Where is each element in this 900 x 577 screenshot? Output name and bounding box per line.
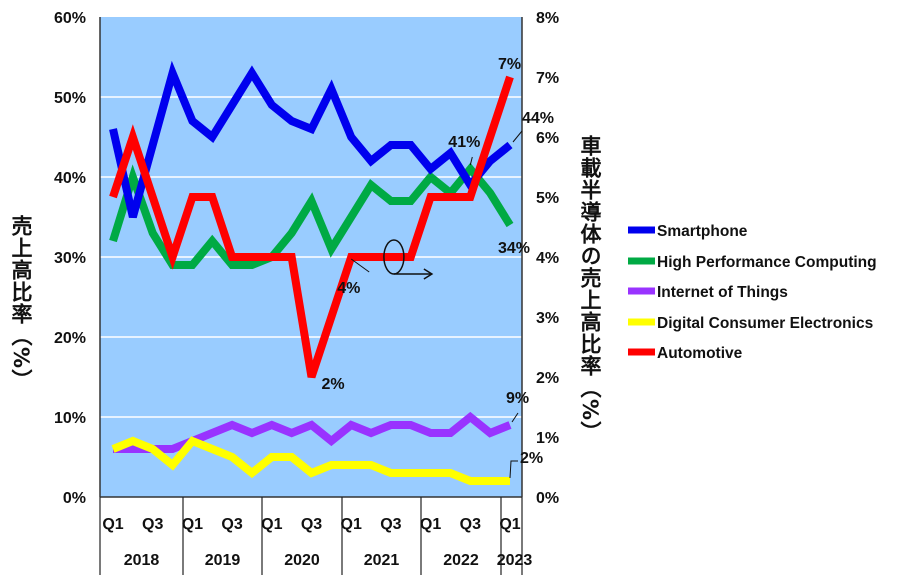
y2-tick-label: 6%: [536, 130, 559, 147]
annotation-leader: [512, 130, 523, 143]
series-line-digital-consumer-electronics: [111, 436, 510, 485]
arrow-head-icon: [423, 268, 434, 280]
year-label: 2020: [284, 552, 320, 569]
legend-item: Smartphone: [628, 223, 748, 240]
legend-label: Automotive: [657, 345, 743, 362]
legend-item: Automotive: [628, 345, 743, 362]
x-tick-label: Q3: [142, 516, 163, 533]
x-tick-label: Q3: [301, 516, 322, 533]
y2-tick-label: 8%: [536, 10, 559, 27]
legend-item: High Performance Computing: [628, 254, 877, 271]
data-label: 2%: [520, 450, 543, 467]
annotation-leader: [469, 156, 473, 166]
y-tick-label: 40%: [54, 170, 86, 187]
y-tick-label: 10%: [54, 410, 86, 427]
series-line-high-performance-computing: [109, 162, 514, 269]
annotation-leader: [509, 460, 518, 479]
data-label: 2%: [322, 376, 345, 393]
legend-item: Internet of Things: [628, 284, 788, 301]
year-label: 2018: [124, 552, 160, 569]
series-line-automotive: [109, 75, 514, 379]
y-tick-label: 0%: [63, 490, 86, 507]
series-line-smartphone: [109, 60, 513, 219]
y2-tick-label: 7%: [536, 70, 559, 87]
annotation-leader: [511, 412, 519, 423]
y2-tick-label: 3%: [536, 310, 559, 327]
legend-item: Digital Consumer Electronics: [628, 315, 873, 332]
data-label: 7%: [498, 56, 521, 73]
x-tick-label: Q1: [341, 516, 362, 533]
y2-tick-label: 4%: [536, 250, 559, 267]
y-tick-label: 60%: [54, 10, 86, 27]
x-tick-label: Q1: [420, 516, 441, 533]
data-label: 41%: [448, 134, 480, 151]
y2-tick-label: 2%: [536, 370, 559, 387]
y2-axis-label: 車載半導体の売上高比率（%）: [578, 135, 602, 444]
y2-tick-label: 5%: [536, 190, 559, 207]
y-tick-label: 30%: [54, 250, 86, 267]
year-label: 2019: [205, 552, 241, 569]
legend-label: High Performance Computing: [657, 254, 877, 271]
x-tick-label: Q1: [182, 516, 203, 533]
y2-tick-label: 0%: [536, 490, 559, 507]
data-label: 9%: [506, 390, 529, 407]
x-tick-label: Q3: [460, 516, 481, 533]
y-tick-label: 50%: [54, 90, 86, 107]
data-label: 4%: [337, 280, 360, 297]
annotation-leader: [350, 258, 370, 273]
x-tick-label: Q3: [221, 516, 242, 533]
legend-label: Digital Consumer Electronics: [657, 315, 873, 332]
data-label: 34%: [498, 240, 530, 257]
x-tick-label: Q1: [499, 516, 520, 533]
y2-tick-label: 1%: [536, 430, 559, 447]
legend-label: Smartphone: [657, 223, 748, 240]
year-label: 2023: [497, 552, 533, 569]
series-line-internet-of-things: [113, 411, 512, 453]
year-label: 2022: [443, 552, 479, 569]
year-label: 2021: [364, 552, 400, 569]
x-tick-label: Q1: [102, 516, 123, 533]
x-tick-label: Q3: [380, 516, 401, 533]
x-tick-label: Q1: [261, 516, 282, 533]
y-tick-label: 20%: [54, 330, 86, 347]
data-label: 44%: [522, 110, 554, 127]
y-axis-label: 売上高比率（%）: [9, 215, 33, 392]
legend-label: Internet of Things: [657, 284, 788, 301]
